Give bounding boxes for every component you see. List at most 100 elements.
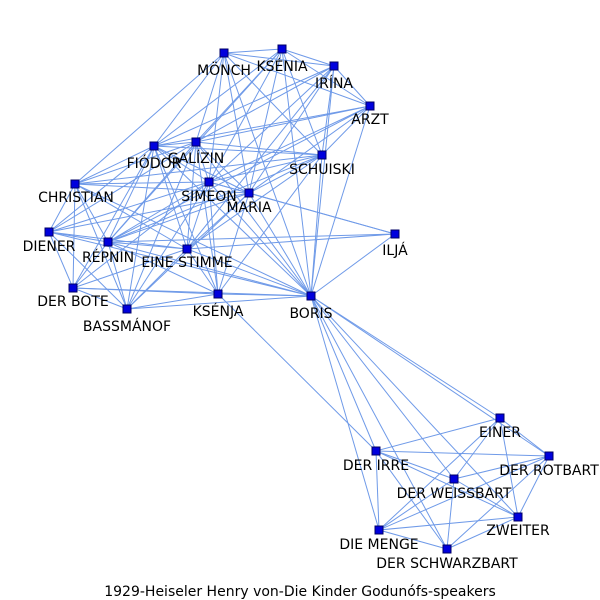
- edge-diener-der_bote: [48, 231, 74, 289]
- node-label: RÉPNIN: [82, 249, 134, 266]
- edge-bassmanof-ksenja: [126, 293, 219, 310]
- edge-galizin-repnin: [107, 141, 197, 243]
- node-label: IRÍNA: [315, 75, 353, 92]
- node-marker: [365, 101, 375, 111]
- node-der-irre: DER IRRE: [343, 446, 409, 474]
- edge-die_menge-der_schwarzbart: [378, 529, 448, 550]
- edge-der_weissbart-der_schwarzbart: [446, 478, 455, 550]
- node-arzt: ARZT: [351, 101, 389, 128]
- edge-maria-boris: [248, 192, 312, 297]
- edge-boris-der_irre: [310, 295, 377, 452]
- edge-ksenia-simeon: [208, 48, 283, 183]
- node-marker: [149, 141, 159, 151]
- edge-christian-bassmanof: [74, 183, 128, 310]
- edge-der_irre-der_schwarzbart: [375, 450, 448, 550]
- node-marker: [204, 177, 214, 187]
- edge-fiodor-christian: [74, 145, 155, 185]
- node-marker: [442, 544, 452, 554]
- node-marker: [182, 244, 192, 254]
- edge-eine_stimme-ksenja: [186, 248, 219, 295]
- edge-schuiski-simeon: [208, 154, 323, 183]
- edge-arzt-boris: [310, 105, 371, 297]
- node-marker: [449, 474, 459, 484]
- edge-maria-diener: [48, 192, 250, 233]
- edge-arzt-schuiski: [321, 105, 371, 156]
- edge-galizin-ksenja: [195, 141, 219, 295]
- edge-monch-schuiski: [223, 52, 323, 156]
- node-die-menge: DIE MENGE: [339, 525, 419, 553]
- edge-boris-der_weissbart: [310, 295, 455, 480]
- edge-monch-irina: [223, 52, 335, 67]
- edge-arzt-repnin: [107, 105, 371, 243]
- edge-zweiter-die_menge: [378, 516, 519, 531]
- node-label: DER ROTBART: [499, 463, 599, 479]
- edge-der_irre-die_menge: [375, 450, 380, 531]
- node-einer: EINER: [479, 413, 521, 441]
- node-bassmanof: BASSMÁNOF: [83, 304, 171, 335]
- node-label: DER BOTE: [37, 294, 109, 310]
- node-irina: IRÍNA: [315, 61, 353, 92]
- edge-ksenia-fiodor: [153, 48, 283, 147]
- edge-christian-maria: [74, 183, 250, 194]
- node-marker: [213, 289, 223, 299]
- node-marker: [371, 446, 381, 456]
- node-marker: [317, 150, 327, 160]
- edge-einer-der_irre: [375, 417, 501, 452]
- edge-monch-ksenia: [223, 48, 283, 54]
- edge-maria-repnin: [107, 192, 250, 243]
- edge-repnin-der_bote: [72, 241, 109, 289]
- node-label: KSÉNJA: [193, 303, 244, 320]
- edge-der_weissbart-zweiter: [453, 478, 519, 518]
- node-label: EINE STIMME: [141, 255, 232, 271]
- edge-irina-galizin: [195, 65, 335, 143]
- edge-christian-diener: [48, 183, 76, 233]
- graph-caption: 1929-Heiseler Henry von-Die Kinder Godun…: [104, 584, 496, 600]
- edge-irina-schuiski: [321, 65, 335, 156]
- node-monch: MÖNCH: [197, 48, 251, 79]
- edge-galizin-maria: [195, 141, 250, 194]
- node-label: FIÓDOR: [127, 154, 182, 172]
- edge-der_bote-bassmanof: [72, 287, 128, 310]
- node-label: ZWEITER: [486, 523, 550, 539]
- edge-fiodor-eine_stimme: [153, 145, 188, 250]
- node-label: ILJÁ: [382, 242, 408, 259]
- edge-maria-ksenja: [217, 192, 250, 295]
- edge-der_rotbart-zweiter: [517, 455, 550, 518]
- edge-ilja-boris: [310, 233, 396, 297]
- node-marker: [103, 237, 113, 247]
- edge-schuiski-repnin: [107, 154, 323, 243]
- edge-irina-arzt: [333, 65, 371, 107]
- node-der-schwarzbart: DER SCHWARZBART: [376, 544, 518, 572]
- edge-boris-einer: [310, 295, 501, 419]
- edge-monch-galizin: [195, 52, 225, 143]
- edge-arzt-galizin: [195, 105, 371, 143]
- edge-simeon-der_bote: [72, 181, 210, 289]
- node-marker: [191, 137, 201, 147]
- node-label: GALÍZIN: [168, 150, 225, 167]
- node-ilja: ILJÁ: [382, 229, 408, 259]
- edge-monch-simeon: [208, 52, 225, 183]
- node-der-rotbart: DER ROTBART: [499, 451, 599, 479]
- node-label: SCHUISKI: [289, 162, 355, 178]
- edge-monch-boris: [223, 52, 312, 297]
- node-marker: [495, 413, 505, 423]
- edge-repnin-ilja: [107, 233, 396, 243]
- edge-eine_stimme-boris: [186, 248, 312, 297]
- edge-arzt-maria: [248, 105, 371, 194]
- node-marker: [70, 179, 80, 189]
- edge-schuiski-christian: [74, 154, 323, 185]
- node-marker: [544, 451, 554, 461]
- edge-eine_stimme-der_bote: [72, 248, 188, 289]
- node-zweiter: ZWEITER: [486, 512, 550, 539]
- edge-ksenja-der_irre: [217, 293, 377, 452]
- node-marker: [374, 525, 384, 535]
- edge-monch-arzt: [223, 52, 371, 107]
- edge-zweiter-der_schwarzbart: [446, 516, 519, 550]
- node-marker: [122, 304, 132, 314]
- node-fiodor: FIÓDOR: [127, 141, 182, 172]
- node-ksenja: KSÉNJA: [193, 289, 244, 320]
- edge-arzt-simeon: [208, 105, 371, 183]
- edge-diener-bassmanof: [48, 231, 128, 310]
